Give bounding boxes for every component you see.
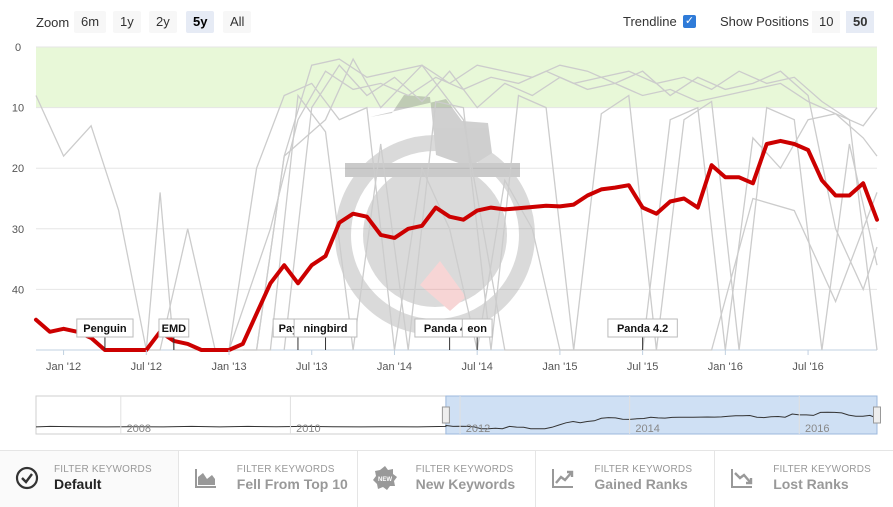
x-tick-label: Jan '13 [211,361,246,373]
navigator-year-label: 2008 [127,423,151,435]
y-tick-label: 0 [15,42,21,54]
algorithm-update-flags: PenguinEMDPaydayningbirdPanda 4.0eonPand… [76,318,678,350]
x-tick-label: Jul '12 [131,361,162,373]
x-tick-label: Jan '14 [377,361,412,373]
flag-label: Panda 4.2 [617,323,668,335]
flag-box [461,318,493,338]
area-chart-icon [194,469,216,488]
keyword-line [35,82,878,351]
trend-down-icon [731,469,753,488]
x-tick-label: Jul '13 [296,361,327,373]
navigator-year-label: 2010 [296,423,320,435]
trendline-label: Trendline [623,14,677,29]
navigator-year-label: 2014 [635,423,659,435]
watermark-logo [335,95,535,335]
annotation-flag: eon [461,318,493,350]
navigator-labels: 2008 2010 2012 2014 2016 [120,396,830,435]
flag-label: Penguin [83,323,127,335]
trendline [34,138,879,352]
navigator-right-handle[interactable] [873,406,881,424]
navigator-series [35,411,878,430]
new-badge-icon: NEW [372,466,397,490]
zoom-all-button[interactable]: All [223,11,252,33]
flag-label: ningbird [304,323,348,335]
zoom-label: Zoom [36,15,70,30]
y-tick-label: 40 [12,284,24,296]
zoom-5y-button[interactable]: 5y [186,11,215,33]
chart-toolbar: Zoom 6m 1y 2y 5y All Trendline ✓ Show Po… [0,0,893,40]
filter-title: Default [54,476,102,492]
x-tick-label: Jan '16 [708,361,743,373]
zoom-1y-button[interactable]: 1y [113,11,141,33]
flag-box [76,318,134,338]
filter-default[interactable]: FILTER KEYWORDS Default [0,451,179,507]
positions-10-button[interactable]: 10 [812,11,841,33]
y-axis-labels: 0 10 20 30 40 [12,42,24,296]
zoom-2y-button[interactable]: 2y [149,11,177,33]
x-tick-label: Jul '16 [792,361,823,373]
y-tick-label: 10 [12,103,24,115]
flag-box [293,318,358,338]
keyword-line [242,93,878,351]
filter-caption: FILTER KEYWORDS [236,464,335,475]
y-tick-label: 20 [12,163,24,175]
flag-label: eon [467,323,487,335]
show-positions-label: Show Positions [720,14,809,29]
filter-lost-ranks[interactable]: FILTER KEYWORDS Lost Ranks [715,451,893,507]
annotation-flag: Penguin [76,318,134,350]
range-navigator[interactable]: 2008 2010 2012 2014 2016 [0,390,893,440]
positions-50-button[interactable]: 50 [846,11,875,33]
x-tick-label: Jan '15 [542,361,577,373]
annotation-flag: EMD [158,318,190,350]
flag-box [158,318,190,338]
filter-bar: FILTER KEYWORDS Default FILTER KEYWORDS … [0,450,893,507]
x-tick-label: Jul '14 [461,361,492,373]
top10-band [36,47,877,108]
navigator-year-label: 2012 [466,423,490,435]
zoom-6m-button[interactable]: 6m [74,11,107,33]
filter-fell-from-top-10[interactable]: FILTER KEYWORDS Fell From Top 10 [178,451,358,507]
filter-title: Fell From Top 10 [236,476,348,492]
trend-up-icon [552,469,574,488]
filter-gained-ranks[interactable]: FILTER KEYWORDS Gained Ranks [536,451,716,507]
annotation-flag: Panda 4.2 [607,318,678,350]
rankings-chart[interactable]: PenguinEMDPaydayningbirdPanda 4.0eonPand… [0,35,893,380]
filter-title: Gained Ranks [594,476,688,492]
filter-title: Lost Ranks [773,476,849,492]
navigator-left-handle[interactable] [441,406,450,424]
flag-label: EMD [162,323,187,335]
y-tick-label: 30 [12,224,24,236]
check-circle-icon [15,466,39,490]
filter-new-keywords[interactable]: NEW FILTER KEYWORDS New Keywords [357,451,537,507]
filter-title: New Keywords [415,476,516,492]
svg-text:NEW: NEW [378,477,392,483]
filter-caption: FILTER KEYWORDS [773,464,872,475]
filter-caption: FILTER KEYWORDS [54,464,152,475]
filter-caption: FILTER KEYWORDS [415,464,514,475]
flag-box [607,318,678,338]
filter-caption: FILTER KEYWORDS [594,464,693,475]
keyword-line [283,64,878,351]
keyword-lines [35,57,878,351]
x-tick-label: Jul '15 [627,361,658,373]
x-tick-label: Jan '12 [46,361,81,373]
navigator-year-label: 2016 [805,423,829,435]
annotation-flag: ningbird [293,318,358,350]
x-axis-labels: Jan '12 Jul '12 Jan '13 Jul '13 Jan '14 Jul '… [46,350,824,373]
keyword-line [255,57,878,351]
trendline-checkbox[interactable]: ✓ [683,15,696,28]
